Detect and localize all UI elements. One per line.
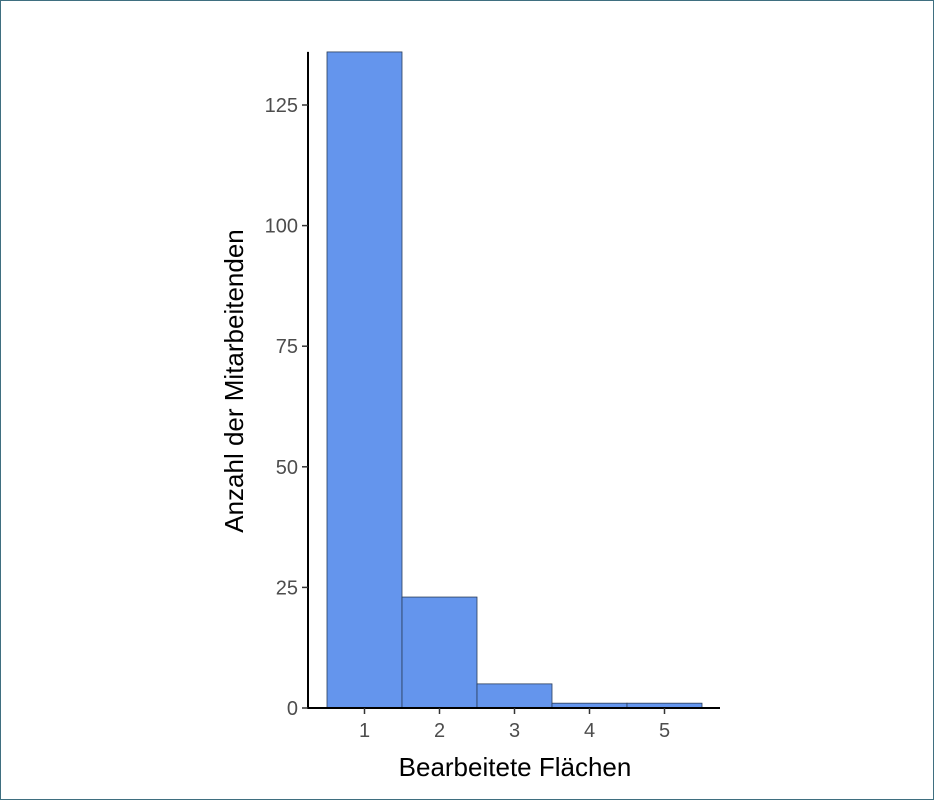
bar-2 [401, 596, 478, 709]
x-tick-label-3: 3 [509, 720, 520, 742]
y-tick-label-0: 0 [287, 698, 298, 720]
x-tick-label-5: 5 [659, 720, 670, 742]
y-tick-label-25: 25 [276, 577, 298, 599]
y-tick-label-125: 125 [265, 95, 298, 117]
bars-group [326, 51, 703, 709]
y-axis-title: Anzahl der Mitarbeitenden [219, 229, 249, 533]
x-tick-label-1: 1 [359, 720, 370, 742]
x-axis-title: Bearbeitete Flächen [399, 752, 632, 782]
axes-group [307, 51, 720, 709]
x-tick-label-2: 2 [434, 720, 445, 742]
y-tick-label-75: 75 [276, 336, 298, 358]
x-tick-label-4: 4 [584, 720, 595, 742]
bar-1 [326, 51, 403, 709]
ticks-group: 0 25 50 75 100 125 1 2 3 4 5 [265, 95, 670, 742]
y-tick-label-100: 100 [265, 216, 298, 238]
y-tick-label-50: 50 [276, 457, 298, 479]
bar-3 [476, 683, 553, 709]
